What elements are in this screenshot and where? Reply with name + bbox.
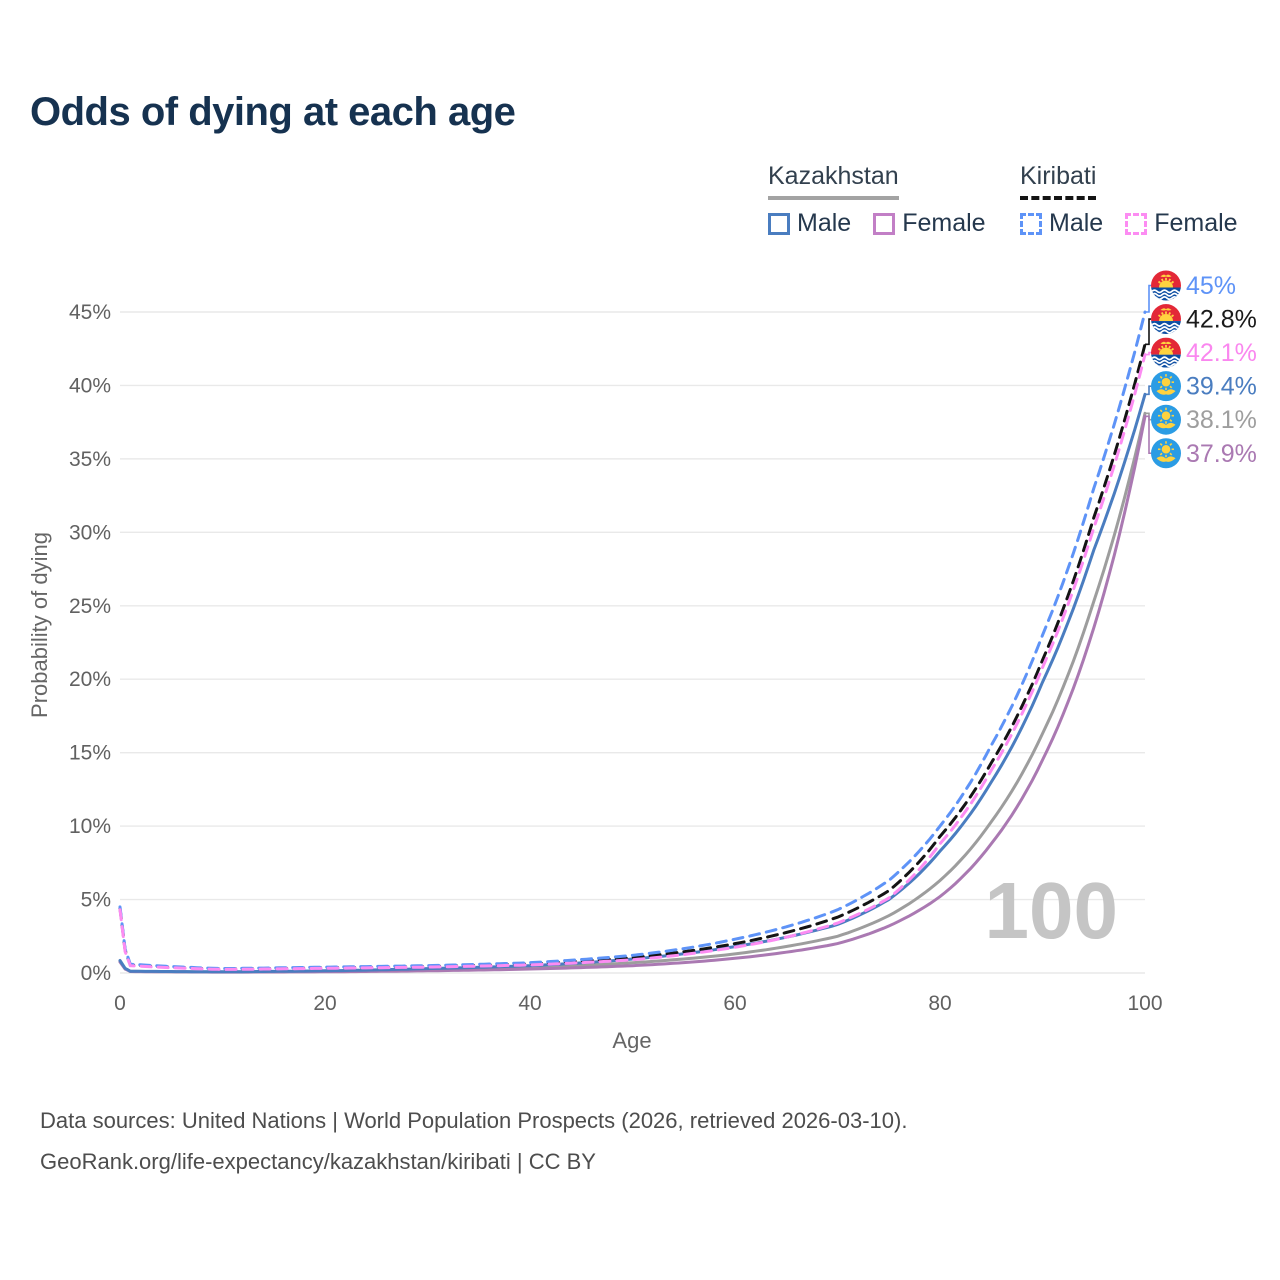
x-tick-label: 0 [114, 992, 126, 1015]
legend-item-kazakhstan-female[interactable]: Female [873, 209, 986, 238]
legend-label-female: Female [902, 209, 986, 237]
end-value-label-kiribati-male: 45% [1186, 272, 1236, 300]
x-tick-label: 20 [313, 992, 336, 1015]
curve-kiribati-male[interactable] [118, 310, 1147, 971]
x-tick-label: 60 [723, 992, 746, 1015]
y-tick-label: 15% [69, 742, 111, 765]
age-indicator: 100 [985, 866, 1118, 955]
kiribati-female-swatch [1125, 212, 1148, 235]
legend-country-kiribati[interactable]: Kiribati [1020, 162, 1097, 200]
kazakhstan-female-swatch [873, 212, 896, 235]
label-connector [1145, 351, 1151, 356]
x-tick-label: 80 [928, 992, 951, 1015]
curve-kiribati-all[interactable] [118, 342, 1147, 971]
x-tick-label: 100 [1127, 992, 1162, 1015]
legend-label-female: Female [1154, 209, 1238, 237]
label-connector [1145, 318, 1151, 346]
y-tick-label: 10% [69, 815, 111, 838]
curve-kiribati-female[interactable] [118, 353, 1147, 972]
label-connector [1145, 385, 1151, 396]
end-value-label-kiribati-female: 42.1% [1186, 339, 1257, 367]
kazakhstan-flag-icon [1151, 438, 1181, 469]
y-tick-label: 35% [69, 448, 111, 471]
page-title: Odds of dying at each age [30, 90, 516, 134]
legend-label-male: Male [797, 209, 852, 237]
y-tick-label: 5% [81, 889, 111, 912]
y-tick-label: 40% [69, 374, 111, 397]
legend-item-kiribati-female[interactable]: Female [1125, 209, 1238, 238]
y-tick-label: 30% [69, 521, 111, 544]
legend-group-kazakhstan: Kazakhstan Male Female [768, 162, 986, 238]
x-tick-label: 40 [518, 992, 541, 1015]
y-tick-label: 45% [69, 301, 111, 324]
label-connector [1145, 415, 1151, 455]
end-value-label-kiribati-all: 42.8% [1186, 306, 1257, 334]
kazakhstan-flag-icon [1151, 371, 1181, 402]
kiribati-flag-icon [1151, 270, 1181, 301]
kiribati-flag-icon [1151, 304, 1181, 335]
attribution-line: GeoRank.org/life-expectancy/kazakhstan/k… [40, 1149, 596, 1174]
data-source-line: Data sources: United Nations | World Pop… [40, 1108, 908, 1133]
end-value-label-kazakhstan-male: 39.4% [1186, 373, 1257, 401]
legend-item-kazakhstan-male[interactable]: Male [768, 209, 851, 238]
x-axis-title: Age [612, 1028, 651, 1053]
y-tick-label: 20% [69, 668, 111, 691]
gridlines [120, 311, 1145, 974]
legend-country-kazakhstan[interactable]: Kazakhstan [768, 162, 899, 200]
end-value-label-kazakhstan-all: 38.1% [1186, 406, 1257, 434]
end-value-label-kazakhstan-female: 37.9% [1186, 440, 1257, 468]
y-axis-title: Probability of dying [27, 532, 52, 718]
legend-label-male: Male [1049, 209, 1104, 237]
kiribati-male-swatch [1020, 212, 1042, 235]
curve-kazakhstan-male[interactable] [118, 392, 1147, 974]
kazakhstan-flag-icon [1151, 404, 1181, 435]
kiribati-flag-icon [1151, 337, 1181, 368]
y-tick-label: 0% [81, 962, 111, 985]
legend-group-kiribati: Kiribati Male Female [1020, 162, 1238, 238]
kazakhstan-male-swatch [768, 212, 790, 235]
legend-item-kiribati-male[interactable]: Male [1020, 209, 1103, 238]
label-connector [1145, 284, 1151, 313]
y-tick-label: 25% [69, 595, 111, 618]
